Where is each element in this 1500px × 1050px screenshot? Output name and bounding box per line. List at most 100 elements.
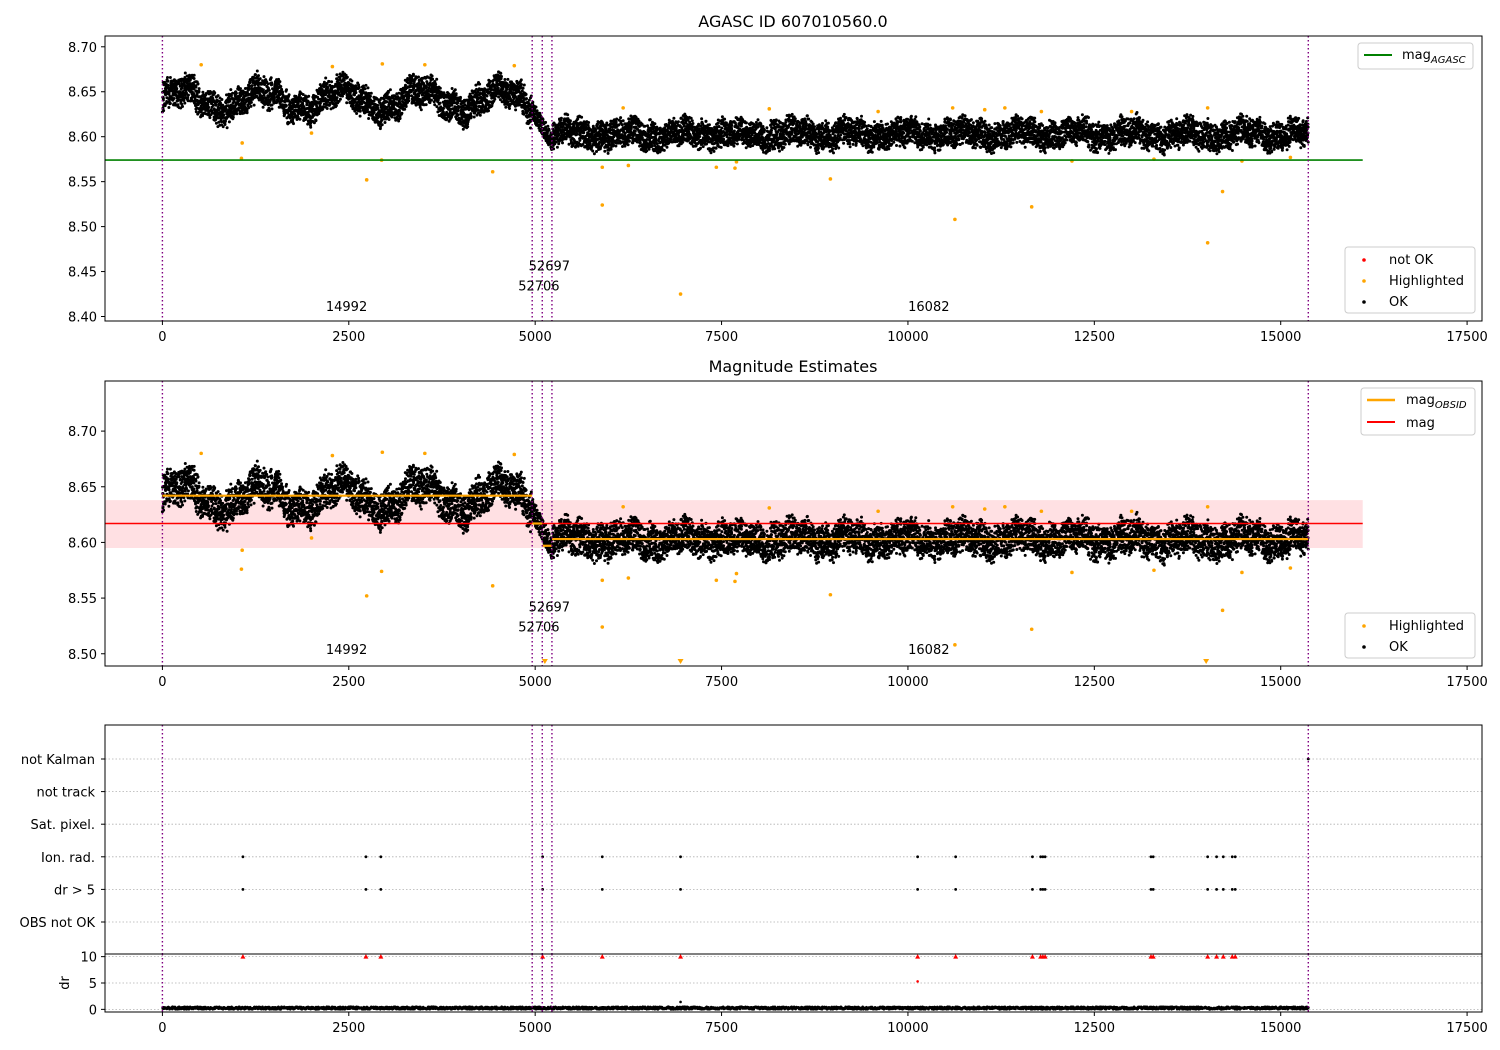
agasc-ok-point: [314, 118, 318, 122]
agasc-ok-point: [424, 103, 428, 107]
agasc-ok-point: [358, 109, 362, 113]
agasc-ok-point: [609, 147, 613, 151]
agasc-ok-point: [566, 113, 570, 117]
agasc-ok-point: [520, 83, 523, 86]
agasc-ok-point: [216, 94, 220, 98]
agasc-ok-point: [355, 112, 359, 115]
agasc-ok-point: [456, 108, 460, 112]
agasc-ok-point: [335, 96, 339, 100]
agasc-ok-point: [626, 143, 630, 147]
agasc-ok-point: [469, 114, 473, 118]
agasc-ok-point: [168, 102, 172, 105]
agasc-ok-point: [756, 125, 760, 129]
agasc-ok-point: [266, 82, 270, 86]
agasc-ok-point: [638, 140, 642, 144]
agasc-ok-point: [369, 91, 373, 95]
agasc-ok-point: [732, 129, 736, 133]
agasc-ok-point: [454, 92, 458, 96]
agasc-ok-point: [326, 86, 330, 90]
agasc-ok-point: [247, 106, 251, 110]
agasc-ok-point: [430, 98, 433, 102]
agasc-ok-point: [438, 86, 442, 90]
agasc-ok-point: [576, 132, 579, 136]
agasc-ok-point: [478, 113, 482, 117]
agasc-ok-point: [388, 88, 392, 92]
agasc-ok-point: [345, 75, 349, 79]
agasc-ok-point: [211, 103, 215, 107]
agasc-ok-point: [338, 97, 342, 101]
agasc-ok-point: [508, 107, 511, 110]
agasc-ok-point: [376, 104, 380, 108]
agasc-ok-point: [735, 142, 739, 146]
agasc-ok-point: [227, 108, 231, 112]
agasc-ok-point: [407, 99, 411, 103]
agasc-ok-point: [345, 101, 349, 105]
agasc-ok-point: [262, 75, 266, 79]
agasc-ok-point: [254, 73, 257, 77]
agasc-ok-point: [229, 94, 233, 98]
agasc-ok-point: [232, 100, 236, 103]
agasc-data-layer: [105, 62, 1363, 296]
agasc-ok-point: [171, 89, 174, 93]
agasc-ok-point: [235, 112, 239, 116]
agasc-ok-point: [372, 111, 376, 114]
agasc-ok-point: [206, 102, 210, 106]
agasc-ok-point: [487, 109, 490, 113]
agasc-ok-point: [514, 108, 518, 112]
agasc-ok-point: [194, 85, 198, 89]
agasc-ok-point: [726, 144, 730, 148]
agasc-ok-point: [650, 144, 654, 148]
agasc-ok-point: [222, 113, 226, 117]
agasc-ok-point: [183, 101, 187, 105]
agasc-ok-point: [182, 99, 186, 102]
agasc-ok-point: [493, 97, 497, 101]
agasc-ok-point: [197, 87, 201, 91]
agasc-chart-title: AGASC ID 607010560.0: [698, 12, 887, 31]
agasc-ok-point: [681, 140, 685, 144]
agasc-ok-point: [368, 94, 372, 98]
agasc-ok-point: [386, 90, 390, 94]
agasc-ok-point: [269, 76, 273, 80]
agasc-ok-point: [256, 83, 260, 87]
agasc-ok-point: [633, 129, 637, 133]
agasc-ok-point: [172, 97, 176, 100]
agasc-ok-point: [175, 87, 179, 90]
agasc-ok-point: [430, 74, 434, 78]
agasc-ok-point: [629, 127, 633, 131]
agasc-ok-point: [258, 77, 262, 81]
agasc-ok-point: [506, 77, 510, 81]
agasc-ok-point: [272, 97, 276, 101]
agasc-ok-point: [525, 97, 528, 101]
agasc-ok-point: [324, 76, 328, 80]
agasc-ok-point: [220, 120, 223, 124]
agasc-ok-point: [700, 117, 704, 121]
agasc-ok-point: [587, 121, 591, 124]
agasc-ok-point: [270, 83, 274, 86]
agasc-ok-point: [227, 120, 231, 124]
agasc-ok-point: [261, 88, 265, 92]
agasc-ok-point: [647, 147, 651, 151]
agasc-ok-point: [287, 93, 291, 97]
agasc-ok-point: [544, 120, 548, 124]
agasc-ok-point: [744, 121, 748, 125]
agasc-ok-point: [620, 123, 624, 127]
agasc-ok-point: [266, 86, 270, 90]
agasc-ok-point: [547, 128, 551, 132]
agasc-ok-point: [229, 88, 233, 92]
agasc-ok-point: [627, 139, 631, 143]
agasc-ok-point: [662, 148, 666, 152]
agasc-ok-point: [166, 76, 169, 79]
agasc-ok-point: [730, 123, 734, 127]
agasc-ok-point: [220, 98, 224, 101]
agasc-ok-point: [284, 104, 288, 108]
agasc-ok-point: [245, 111, 249, 115]
agasc-ok-point: [267, 88, 271, 92]
agasc-ok-point: [161, 97, 165, 100]
agasc-ok-point: [270, 107, 274, 111]
agasc-ok-point: [213, 91, 217, 95]
agasc-ok-point: [524, 92, 528, 96]
agasc-ok-point: [180, 102, 184, 106]
agasc-ok-point: [167, 92, 171, 96]
agasc-ok-point: [183, 76, 187, 79]
agasc-ok-point: [224, 119, 227, 123]
